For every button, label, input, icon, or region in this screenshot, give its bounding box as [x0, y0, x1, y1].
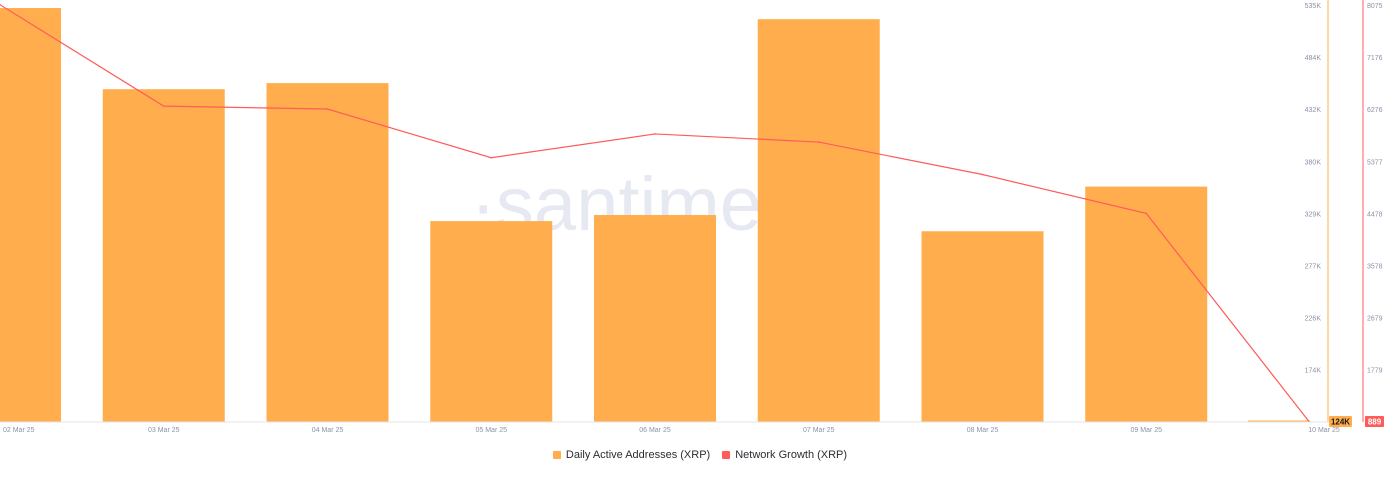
- bars-layer: [0, 8, 1310, 423]
- current-value-badges: 124K 889: [1329, 416, 1384, 427]
- network-growth-point-06-mar-25[interactable]: [654, 133, 656, 135]
- x-tick-label: 05 Mar 25: [475, 427, 507, 434]
- primary-axis-tick-label: 277K: [1305, 264, 1322, 271]
- secondary-axis-tick-label: 3578: [1367, 264, 1383, 271]
- bar-07-mar-25[interactable]: [757, 19, 880, 422]
- primary-axis-tick-label: 329K: [1305, 211, 1322, 218]
- secondary-axis-tick-label: 8075: [1367, 3, 1383, 10]
- x-tick-label: 04 Mar 25: [312, 427, 344, 434]
- bar-10-mar-25[interactable]: [1248, 420, 1310, 423]
- line-layer: [0, 3, 1310, 423]
- primary-axis-tick-label: 484K: [1305, 55, 1322, 62]
- x-tick-label: 08 Mar 25: [967, 427, 999, 434]
- primary-current-badge-bg: [1329, 416, 1352, 427]
- network-growth-point-03-mar-25[interactable]: [162, 105, 165, 107]
- primary-axis-tick-label: 432K: [1305, 107, 1322, 114]
- secondary-axis-tick-label: 6276: [1367, 107, 1383, 114]
- primary-axis-tick-label: 174K: [1305, 368, 1322, 375]
- secondary-axis-tick-label: 1779: [1367, 368, 1383, 375]
- network-growth-point-02-mar-25[interactable]: [0, 3, 1, 6]
- secondary-current-badge-bg: [1365, 416, 1384, 427]
- secondary-axis-ticks: 8075 7176 6276 5377 4478 3578 2679 1779: [1367, 3, 1383, 375]
- bar-03-mar-25[interactable]: [102, 89, 225, 423]
- x-tick-label: 10 Mar 25: [1308, 427, 1340, 434]
- bar-04-mar-25[interactable]: [266, 83, 389, 423]
- x-tick-label: 07 Mar 25: [803, 427, 835, 434]
- primary-axis-ticks: 535K 484K 432K 380K 329K 277K 226K 174K: [1305, 3, 1322, 375]
- primary-axis-tick-label: 380K: [1305, 159, 1322, 166]
- legend-swatch-orange: [552, 451, 561, 459]
- network-growth-point-04-mar-25[interactable]: [326, 108, 329, 110]
- legend: Daily Active Addresses (XRP) Network Gro…: [0, 447, 1400, 463]
- secondary-axis-tick-label: 2679: [1367, 316, 1383, 323]
- bar-02-mar-25[interactable]: [0, 8, 61, 422]
- x-ticks-layer: 02 Mar 25 03 Mar 25 04 Mar 25 05 Mar 25 06 M…: [3, 427, 1340, 434]
- bar-05-mar-25[interactable]: [430, 221, 553, 422]
- network-growth-point-08-mar-25[interactable]: [981, 173, 984, 176]
- x-tick-label: 06 Mar 25: [639, 427, 671, 434]
- legend-item-daily-active-addresses[interactable]: Daily Active Addresses (XRP): [552, 449, 711, 461]
- legend-item-network-growth[interactable]: Network Growth (XRP): [722, 449, 847, 461]
- secondary-current-badge: 889: [1368, 418, 1382, 427]
- network-growth-point-07-mar-25[interactable]: [817, 141, 820, 143]
- primary-axis-tick-label: 226K: [1305, 316, 1322, 323]
- bar-06-mar-25[interactable]: [594, 215, 716, 422]
- bar-08-mar-25[interactable]: [921, 231, 1044, 422]
- x-tick-label: 02 Mar 25: [3, 427, 35, 434]
- secondary-axis-tick-label: 7176: [1367, 55, 1383, 62]
- primary-current-badge: 124K: [1331, 418, 1350, 427]
- legend-swatch-red: [722, 451, 731, 459]
- legend-label-daily-active-addresses: Daily Active Addresses (XRP): [565, 449, 711, 461]
- primary-axis-tick-label: 535K: [1305, 3, 1322, 10]
- bar-09-mar-25[interactable]: [1085, 186, 1208, 422]
- x-tick-label: 09 Mar 25: [1130, 427, 1162, 434]
- network-growth-point-09-mar-25[interactable]: [1145, 212, 1148, 215]
- x-tick-label: 03 Mar 25: [148, 427, 180, 434]
- secondary-axis-tick-label: 4478: [1367, 211, 1383, 218]
- secondary-axis-tick-label: 5377: [1367, 159, 1383, 166]
- legend-label-network-growth: Network Growth (XRP): [735, 449, 848, 461]
- network-growth-point-05-mar-25[interactable]: [490, 156, 493, 159]
